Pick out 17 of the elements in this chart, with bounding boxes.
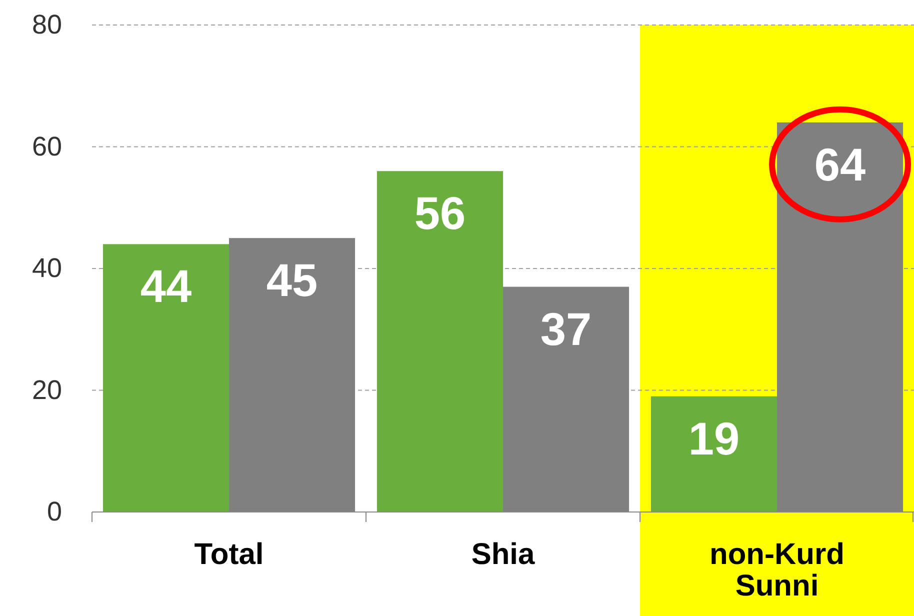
bar [650,396,777,512]
data-label: 37 [540,302,592,355]
data-label: 56 [414,187,466,240]
y-tick-label: 40 [32,253,62,284]
y-tick-label: 0 [46,496,62,527]
bar [102,244,229,512]
x-tick-label: non-Kurd Sunni [710,538,844,602]
data-label: 45 [266,254,318,306]
x-tick-label: Shia [471,538,535,571]
data-label: 19 [688,412,740,464]
y-tick-label: 60 [32,131,62,162]
y-tick-label: 20 [32,374,62,405]
y-tick-label: 80 [32,10,62,40]
data-label: 64 [814,138,866,190]
data-label: 44 [140,260,192,312]
bar [376,171,503,512]
x-tick-label: Total [194,538,264,571]
